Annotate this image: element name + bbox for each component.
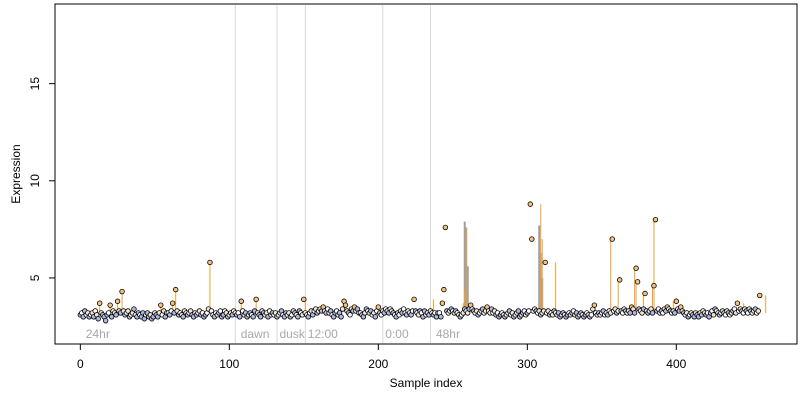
phase-annotation: dusk [279,327,305,341]
data-point [372,314,379,320]
phase-annotation: 24hr [86,327,110,341]
data-point [105,310,112,316]
x-tick-label: 200 [368,357,388,371]
data-point [757,292,763,299]
phase-marker-lines [234,5,431,343]
phase-annotation: dawn [241,327,270,341]
highlight-stems [99,204,767,313]
x-tick-label: 400 [666,357,686,371]
data-point [634,279,641,285]
data-point [542,259,548,266]
data-point [651,283,657,289]
data-point [755,308,761,314]
data-point [301,296,307,303]
data-point [250,314,256,320]
y-tick-label: 15 [28,77,42,91]
data-point [529,236,535,242]
data-point [107,302,113,308]
data-point [170,300,176,306]
data-point [526,308,532,314]
data-point [125,308,131,314]
data-point [347,312,353,318]
y-axis-title: Expression [9,144,23,203]
plot-frame [54,3,798,345]
data-point [108,314,115,320]
data-point [295,314,301,320]
data-point [527,201,533,207]
data-point [652,216,659,223]
data-point [96,300,103,306]
data-point [710,312,717,318]
data-point [113,312,119,318]
data-point [158,302,164,308]
data-point [588,312,595,318]
gray-bar [538,225,541,313]
data-point [631,310,638,316]
data-point [119,288,125,295]
phase-annotation: 48hr [436,327,460,341]
data-point [180,314,186,320]
x-tick-label: 0 [77,357,84,371]
phase-annotations: 24hr dawn dusk 12:00 0:00 48hr [86,327,460,341]
data-point [441,286,447,293]
x-tick-label: 300 [517,357,537,371]
data-point [734,300,741,306]
data-point [131,306,137,312]
data-point [207,259,213,266]
data-point [338,314,344,320]
data-point [238,298,244,304]
data-point [339,306,346,312]
data-point [642,290,648,297]
x-axis: 0 100 200 300 400 [77,343,687,371]
data-point [649,310,656,316]
data-points [77,201,763,324]
data-point [672,310,678,316]
data-point [616,277,623,283]
data-point [591,302,598,308]
y-axis: 5 10 15 [28,77,55,281]
y-tick-label: 5 [28,274,42,281]
gray-bar [466,266,469,313]
data-point [172,286,179,293]
data-point [673,298,680,304]
data-point [633,265,639,271]
x-axis-title: Sample index [390,376,463,390]
gray-bars [463,221,544,313]
data-point [102,317,109,324]
x-tick-label: 100 [219,357,239,371]
data-point [375,304,382,310]
phase-annotation: 12:00 [308,327,338,341]
data-point [257,314,264,320]
data-point [411,296,417,303]
data-point [95,316,101,322]
data-point [114,298,121,304]
data-point [342,302,349,308]
data-point [609,236,615,242]
data-point [515,308,522,314]
gray-bar [463,221,466,313]
data-point [237,314,243,320]
data-point [253,296,259,303]
data-point [439,300,446,306]
y-tick-label: 10 [28,174,42,188]
data-point [442,224,449,231]
data-point [438,314,444,320]
phase-annotation: 0:00 [385,327,409,341]
